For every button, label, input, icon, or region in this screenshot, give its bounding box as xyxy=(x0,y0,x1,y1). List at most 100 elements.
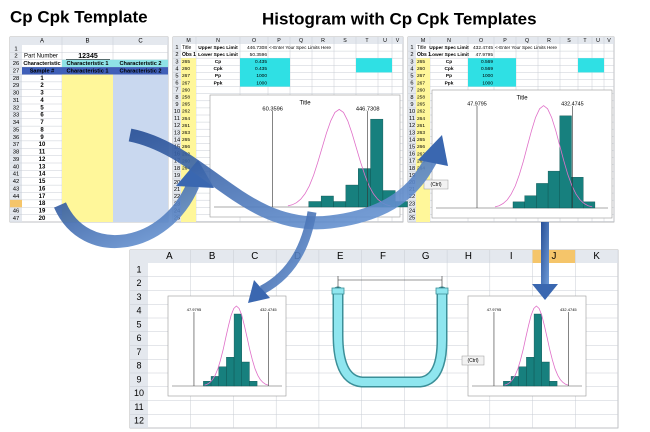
cell-text: T xyxy=(583,38,587,44)
cell-text: 47 xyxy=(13,216,20,222)
cell-text: 15 xyxy=(39,179,46,185)
cell-text: 432.4745 xyxy=(561,101,583,107)
cell-text: 22 xyxy=(174,194,180,200)
cell-text: 262 xyxy=(417,109,425,115)
histogram-bar xyxy=(226,357,235,387)
cell-text: 2 xyxy=(175,52,178,58)
cell-text: 19 xyxy=(174,173,180,179)
cell-text: 8 xyxy=(410,95,413,101)
cell-text: Pp xyxy=(215,73,221,79)
cell-text: 12 xyxy=(409,123,415,129)
cell-text: Lower Spec Limit xyxy=(429,52,469,58)
header-fill xyxy=(62,59,168,68)
cell-text: 43 xyxy=(13,186,20,192)
histogram-bar xyxy=(518,366,527,387)
cell-text: 267 xyxy=(182,80,190,86)
arrow xyxy=(259,211,317,294)
arrows xyxy=(54,128,558,303)
cell-text: 25 xyxy=(409,215,415,221)
histogram-bar xyxy=(536,183,549,209)
cell-text: 265 xyxy=(417,102,425,108)
cell-text: Q xyxy=(525,38,529,44)
arrow-head xyxy=(418,135,448,166)
cell-text: 265 xyxy=(417,137,425,143)
cell-text: R xyxy=(321,38,325,44)
cell-text: Characteristic 1 xyxy=(67,68,109,74)
cell-text: F xyxy=(380,251,386,262)
cell-text: 265 xyxy=(417,59,425,65)
cell-text: Lower Spec Limit xyxy=(198,52,238,58)
arrow xyxy=(541,222,549,284)
cell-text: 5 xyxy=(40,105,44,111)
cell-text: O xyxy=(479,38,483,44)
cell-text: V xyxy=(607,38,611,44)
cell-text: T xyxy=(365,38,369,44)
histogram-bar xyxy=(510,376,519,387)
cell-text: 19 xyxy=(409,173,415,179)
cell-text: 260 xyxy=(417,158,425,164)
histogram-bar xyxy=(249,381,258,387)
cell-text: M xyxy=(186,38,190,44)
selected-row xyxy=(10,199,22,208)
cell-text: 1 xyxy=(136,264,141,274)
cell-text: 15 xyxy=(409,144,415,150)
cell-text: 261 xyxy=(417,123,425,129)
cell-text: 5 xyxy=(136,319,141,329)
cell-text: 4 xyxy=(410,66,413,72)
cell-text: O xyxy=(252,38,256,44)
cell-text: 8 xyxy=(40,127,44,133)
cell-text: 11 xyxy=(39,150,46,156)
cell-text: Obs 1 xyxy=(417,52,431,58)
cell-text: C xyxy=(138,39,143,45)
cell-text: 10 xyxy=(134,388,144,398)
cell-text: B xyxy=(209,251,216,262)
cell-text: 7 xyxy=(410,88,413,94)
cell-text: S xyxy=(343,38,347,44)
histogram-bar xyxy=(512,201,525,209)
cell-text: 265 xyxy=(182,102,190,108)
histogram-bar xyxy=(210,376,219,387)
cell-text: A xyxy=(40,39,44,45)
cell-text: 50.3596 xyxy=(250,52,268,58)
cell-text: M xyxy=(421,38,425,44)
cell-text: 17 xyxy=(174,159,180,165)
histogram-bar xyxy=(320,195,334,208)
cell-text: 18 xyxy=(174,166,180,172)
cell-text: 9 xyxy=(40,135,44,141)
histogram-bar xyxy=(308,201,322,208)
cell-text: 38 xyxy=(13,150,20,156)
cell-text: 9 xyxy=(175,102,178,108)
cell-text: U xyxy=(383,38,387,44)
cell-text: 3 xyxy=(410,59,413,65)
cell-text: Title xyxy=(417,45,426,51)
cell-text: S xyxy=(567,38,571,44)
cell-text: 267 xyxy=(417,80,425,86)
paste-icon xyxy=(461,355,485,366)
title-left: Cp Cpk Template xyxy=(10,7,148,26)
cell-text: <-Enter Your Spec Limits Here xyxy=(495,45,557,50)
cell-text: 42 xyxy=(13,179,20,185)
cell-text: Characteristic 2 xyxy=(120,68,162,74)
cell-text: 11 xyxy=(174,116,180,122)
cell-text: Title xyxy=(516,96,528,102)
cell-text: Q xyxy=(299,38,303,44)
cell-text: K xyxy=(593,251,600,262)
cell-text: 1 xyxy=(410,45,413,51)
histogram-bar xyxy=(583,201,596,209)
cell-text: 8 xyxy=(175,95,178,101)
cell-text: V xyxy=(396,38,400,44)
cell-text: 39 xyxy=(13,157,20,163)
cell-text: G xyxy=(422,251,430,262)
cell-text: 3 xyxy=(136,292,141,302)
cell-text: Ppk xyxy=(445,80,454,86)
cell-text: 26 xyxy=(13,61,20,67)
cell-text: 260 xyxy=(417,66,425,72)
row-header-bar xyxy=(408,37,416,222)
cell-text: 4 xyxy=(40,98,44,104)
cell-text: 264 xyxy=(182,166,190,172)
histogram-bar xyxy=(571,177,584,209)
cell-text: 6 xyxy=(40,113,44,119)
cell-text: 262 xyxy=(182,109,190,115)
cell-text: 2 xyxy=(14,54,17,60)
